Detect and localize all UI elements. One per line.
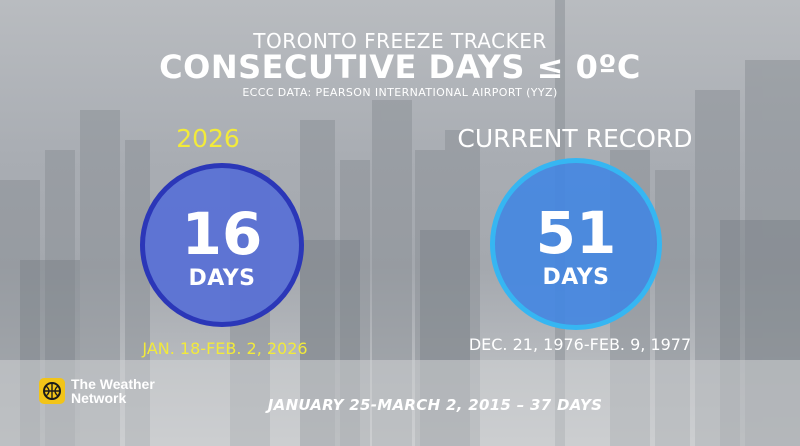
data-source-note: ECCC DATA: PEARSON INTERNATIONAL AIRPORT…: [242, 86, 558, 99]
record-streak-circle: 51 DAYS: [490, 158, 662, 330]
record-streak-unit: DAYS: [542, 264, 610, 290]
current-year-label: 2026: [176, 124, 240, 153]
record-label: CURRENT RECORD: [457, 124, 693, 153]
weather-network-logo-icon: [39, 378, 65, 404]
tracker-kicker: TORONTO FREEZE TRACKER: [253, 29, 547, 53]
previous-streak-note: JANUARY 25-MARCH 2, 2015 – 37 DAYS: [267, 396, 603, 414]
main-title: CONSECUTIVE DAYS ≤ 0ºC: [159, 48, 641, 86]
current-streak-unit: DAYS: [188, 265, 256, 291]
record-date-range: DEC. 21, 1976-FEB. 9, 1977: [468, 335, 692, 354]
weather-network-logo-text: The Weather Network: [71, 377, 155, 405]
current-date-range: JAN. 18-FEB. 2, 2026: [142, 339, 308, 358]
logo-line-2: Network: [71, 390, 127, 406]
logo-line-1: The Weather: [71, 376, 155, 392]
current-streak-circle: 16 DAYS: [140, 163, 304, 327]
record-streak-value: 51: [535, 198, 617, 267]
weather-network-logo: The Weather Network: [38, 377, 155, 405]
current-streak-value: 16: [181, 199, 263, 268]
